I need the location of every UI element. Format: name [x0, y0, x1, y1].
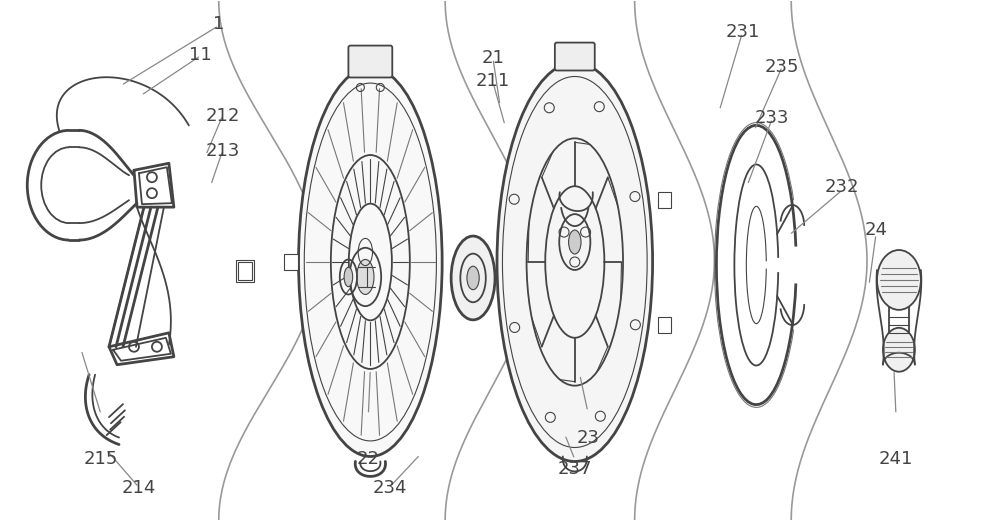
Text: 1: 1	[213, 15, 224, 33]
Text: 24: 24	[864, 221, 887, 239]
Ellipse shape	[569, 230, 581, 254]
FancyBboxPatch shape	[348, 45, 392, 78]
Text: 237: 237	[558, 461, 592, 478]
Text: 215: 215	[84, 450, 118, 468]
Ellipse shape	[497, 63, 653, 462]
Text: 11: 11	[189, 46, 212, 64]
Text: 231: 231	[725, 23, 760, 41]
Text: 21: 21	[482, 49, 504, 67]
Ellipse shape	[299, 68, 442, 456]
FancyBboxPatch shape	[236, 260, 254, 282]
Text: 235: 235	[765, 58, 799, 76]
Ellipse shape	[344, 267, 353, 287]
FancyBboxPatch shape	[284, 254, 298, 270]
Text: 234: 234	[373, 479, 408, 497]
Text: 212: 212	[206, 107, 240, 125]
Ellipse shape	[883, 328, 915, 371]
FancyBboxPatch shape	[658, 317, 671, 333]
FancyBboxPatch shape	[238, 262, 252, 280]
Ellipse shape	[451, 236, 495, 320]
FancyBboxPatch shape	[658, 192, 671, 208]
Text: 214: 214	[122, 479, 156, 497]
Ellipse shape	[467, 266, 479, 290]
Text: 211: 211	[476, 72, 510, 90]
Text: 22: 22	[357, 450, 380, 468]
Text: 241: 241	[879, 450, 913, 468]
Ellipse shape	[357, 259, 374, 294]
Ellipse shape	[877, 250, 921, 310]
FancyBboxPatch shape	[555, 43, 595, 70]
Text: 23: 23	[576, 429, 599, 447]
Text: 213: 213	[206, 142, 240, 160]
Text: 232: 232	[825, 178, 859, 196]
Text: 233: 233	[755, 108, 790, 127]
